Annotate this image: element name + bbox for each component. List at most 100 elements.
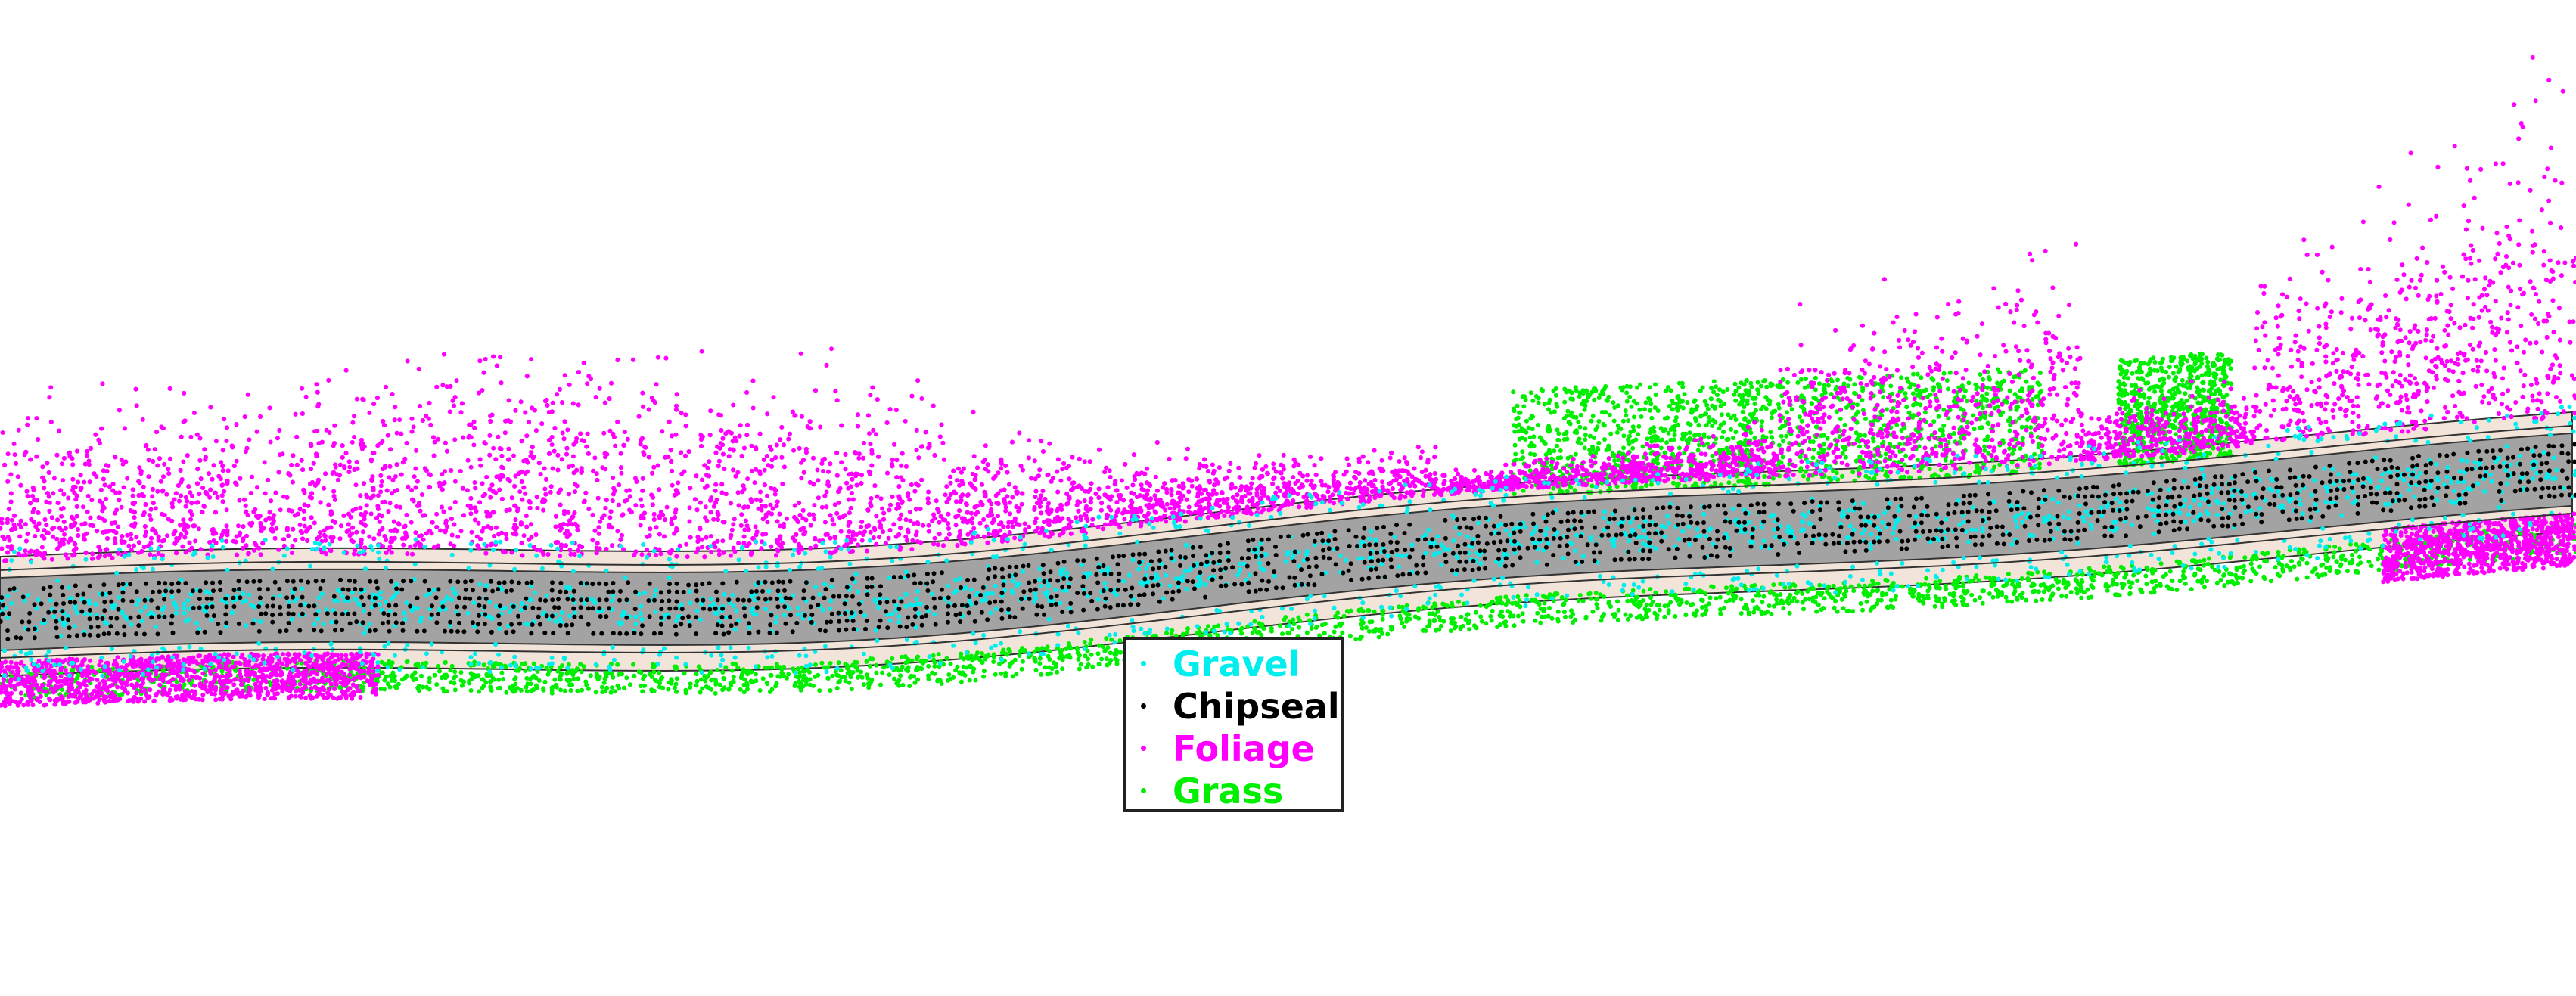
grass-point [2337,546,2342,551]
grass-point [1693,481,1698,486]
grass-point [2133,392,2137,397]
grass-point [1638,613,1643,619]
grass-point [2056,579,2062,584]
grass-point [2014,595,2019,600]
grass-point [2119,581,2124,586]
grass-point [900,664,905,669]
grass-point [1006,647,1011,652]
grass-point [1871,439,1876,444]
grass-point [785,675,789,681]
grass-point [1860,398,1865,402]
grass-point [1817,381,1822,386]
grass-point [2296,560,2301,566]
grass-point [1385,631,1391,637]
grass-point [567,682,573,687]
grass-point [2008,415,2012,420]
grass-point [1450,600,1454,606]
grass-point [830,673,835,678]
grass-point [2108,567,2113,572]
grass-point [1618,386,1624,390]
grass-point [2198,567,2203,572]
grass-point [1431,619,1437,624]
grass-point [1587,591,1593,596]
grass-point [2182,356,2186,361]
grass-point [1752,606,1757,611]
grass-point [1366,608,1371,613]
grass-point [1095,651,1101,656]
grass-point [542,679,548,684]
grass-point [1716,397,1721,402]
grass-point [961,656,966,662]
grass-point [1864,599,1869,604]
grass-point [1624,399,1630,404]
grass-point [2169,422,2174,427]
grass-point [932,659,937,665]
grass-point [419,673,424,678]
grass-point [1666,610,1671,616]
grass-point [1353,637,1359,641]
grass-point [1084,665,1089,670]
grass-point [2206,389,2211,394]
grass-point [1372,609,1377,614]
grass-point [1489,618,1494,623]
grass-point [741,682,747,687]
grass-point [2130,580,2135,585]
grass-point [1690,601,1695,607]
grass-point [2189,352,2194,357]
grass-point [914,656,919,662]
grass-point [1733,389,1739,394]
grass-point [991,659,996,664]
grass-point [1494,600,1499,606]
grass-point [524,689,530,694]
grass-point [2205,579,2209,584]
grass-point [1558,455,1564,461]
grass-point [1883,451,1888,457]
grass-point [1805,588,1810,594]
grass-point [1589,483,1595,489]
grass-point [1602,423,1607,428]
grass-point [708,669,713,675]
grass-point [1692,611,1698,616]
grass-point [2204,355,2209,361]
grass-point [1800,591,1805,596]
grass-point [2177,389,2182,395]
grass-point [1107,660,1112,666]
grass-point [764,680,769,685]
grass-point [1761,379,1767,384]
grass-point [1844,608,1850,613]
grass-point [1736,385,1742,390]
grass-point [1390,625,1395,630]
grass-point [1048,671,1053,676]
grass-point [2223,374,2229,380]
grass-point [1680,405,1686,411]
grass-point [448,668,453,673]
grass-point [404,673,409,678]
grass-point [2197,559,2202,564]
grass-point [2010,579,2015,584]
grass-point [2289,559,2294,563]
grass-point [1367,619,1372,625]
grass-point [1798,466,1804,471]
grass-point [2148,357,2153,362]
grass-point [1801,607,1806,612]
grass-point [708,687,713,692]
grass-point [2122,383,2127,388]
grass-point [1671,437,1676,442]
grass-point [1721,605,1726,610]
grass-point [2323,552,2329,557]
grass-point [1398,616,1403,622]
grass-point [1576,598,1581,603]
grass-point [2009,460,2015,465]
grass-point [1995,594,2000,599]
grass-point [1681,434,1686,439]
grass-point [1590,444,1595,449]
grass-point [819,660,825,666]
grass-point [1003,673,1008,678]
grass-point [1714,384,1718,389]
grass-point [2007,388,2012,393]
grass-point [1653,438,1658,443]
grass-point [1630,588,1636,593]
grass-point [1819,607,1824,613]
grass-point [2229,358,2234,364]
grass-point [1729,584,1735,589]
